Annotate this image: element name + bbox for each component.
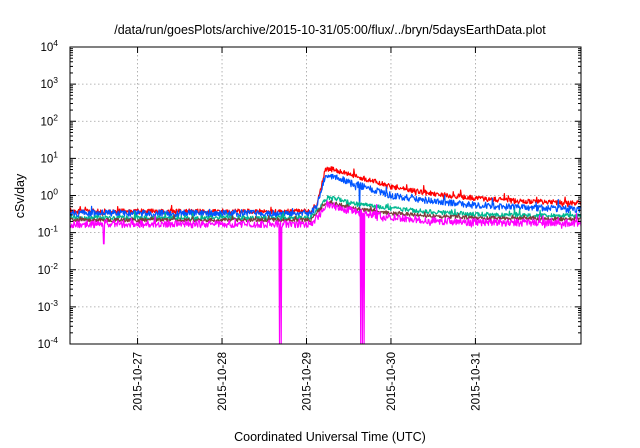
axis-ticks (70, 46, 581, 345)
series-line-1 (70, 166, 581, 217)
x-axis-title: Coordinated Universal Time (UTC) (234, 430, 426, 444)
data-series (70, 166, 581, 344)
y-tick-labels: 10-4 10-3 10-2 10-1 100 101 102 103 104 (38, 38, 59, 351)
y-tick-label: 100 (40, 187, 58, 203)
series-line-5 (70, 200, 581, 344)
y-tick-label: 10-1 (38, 224, 59, 240)
y-tick-label: 10-2 (38, 261, 59, 277)
x-tick-label: 2015-10-30 (386, 352, 398, 411)
x-tick-label: 2015-10-27 (133, 352, 145, 411)
y-axis-title: cSv/day (13, 173, 27, 218)
chart-title: /data/run/goesPlots/archive/2015-10-31/0… (114, 23, 546, 37)
y-tick-label: 102 (40, 112, 58, 128)
y-tick-label: 101 (40, 149, 58, 165)
grid-lines (70, 47, 581, 344)
x-tick-label: 2015-10-29 (301, 352, 313, 411)
y-tick-label: 10-3 (38, 298, 59, 314)
y-tick-label: 103 (40, 75, 58, 91)
x-tick-label: 2015-10-31 (470, 352, 482, 411)
y-tick-label: 104 (40, 38, 58, 54)
y-tick-label: 10-4 (38, 335, 59, 351)
x-tick-label: 2015-10-28 (217, 352, 229, 411)
x-tick-labels: 2015-10-27 2015-10-28 2015-10-29 2015-10-30… (133, 352, 483, 411)
